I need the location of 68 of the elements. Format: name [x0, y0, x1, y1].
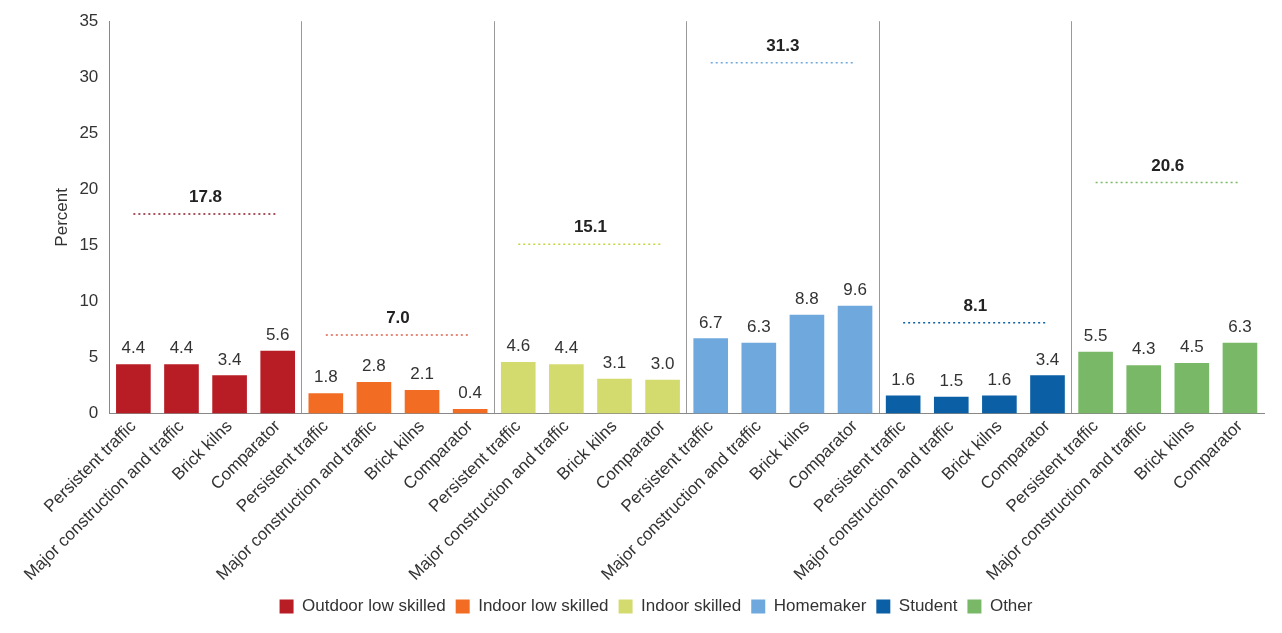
- legend-label: Indoor low skilled: [478, 596, 609, 616]
- data-label: 6.3: [1228, 317, 1252, 337]
- data-label: 5.6: [265, 324, 290, 344]
- data-label: 3.1: [602, 352, 627, 372]
- y-tick-label: 15: [79, 235, 99, 255]
- legend-label: Outdoor low skilled: [302, 596, 446, 616]
- bar: [645, 379, 680, 414]
- data-label: 31.3: [766, 35, 800, 55]
- data-label: 4.6: [506, 336, 531, 356]
- data-label: 1.6: [987, 369, 1012, 389]
- legend-label: Student: [898, 596, 958, 616]
- data-label: 7.0: [386, 308, 410, 328]
- y-tick-label: 25: [79, 122, 99, 142]
- data-label: 8.8: [795, 289, 819, 309]
- y-tick-label: 20: [79, 179, 99, 198]
- data-label: 2.1: [410, 364, 434, 384]
- data-label: 4.4: [169, 338, 194, 358]
- bar: [260, 350, 296, 414]
- bar: [982, 395, 1017, 414]
- data-label: 6.3: [747, 317, 771, 337]
- data-label: 4.5: [1180, 337, 1204, 357]
- bar: [500, 361, 536, 414]
- bar: [741, 342, 777, 414]
- bar: [885, 395, 921, 414]
- bar: [1078, 351, 1113, 414]
- bar: [789, 314, 825, 414]
- y-tick-label: 0: [88, 403, 99, 423]
- bar: [164, 364, 199, 414]
- bar: [356, 382, 392, 414]
- data-label: 17.8: [188, 187, 223, 207]
- data-label: 3.4: [217, 349, 242, 369]
- data-label: 15.1: [573, 217, 607, 237]
- data-label: 4.4: [121, 338, 146, 358]
- data-label: 2.8: [362, 356, 386, 376]
- y-axis-title: Percent: [51, 187, 71, 247]
- legend-label: Homemaker: [773, 596, 867, 616]
- bar: [308, 393, 344, 414]
- data-label: 1.6: [891, 369, 915, 389]
- legend-label: Indoor skilled: [641, 596, 742, 616]
- y-tick-label: 35: [79, 10, 99, 30]
- bar: [1174, 363, 1210, 414]
- bar: [1030, 375, 1065, 414]
- data-label: 3.4: [1035, 349, 1060, 369]
- data-label: 0.4: [458, 383, 482, 403]
- bar: [837, 305, 873, 414]
- data-label: 20.6: [1151, 155, 1185, 175]
- data-label: 4.4: [554, 338, 579, 358]
- bar: [212, 375, 247, 414]
- data-label: 5.5: [1083, 326, 1108, 346]
- bar: [693, 338, 729, 414]
- data-label: 3.0: [650, 354, 675, 374]
- y-tick-label: 10: [79, 291, 99, 311]
- bar: [1222, 342, 1258, 414]
- data-label: 4.3: [1131, 339, 1156, 359]
- data-label: 9.6: [843, 280, 867, 300]
- y-tick-label: 30: [79, 66, 99, 86]
- bar: [404, 389, 440, 414]
- bar: [549, 364, 584, 414]
- data-label: 1.5: [939, 370, 964, 390]
- bar: [116, 364, 151, 414]
- bar: [597, 378, 632, 414]
- data-label: 1.8: [313, 367, 338, 387]
- legend-label: Other: [989, 596, 1033, 616]
- y-tick-label: 5: [88, 347, 99, 367]
- bar: [933, 396, 969, 414]
- data-label: 6.7: [698, 312, 723, 332]
- bar: [1126, 365, 1162, 414]
- data-label: 8.1: [963, 295, 988, 315]
